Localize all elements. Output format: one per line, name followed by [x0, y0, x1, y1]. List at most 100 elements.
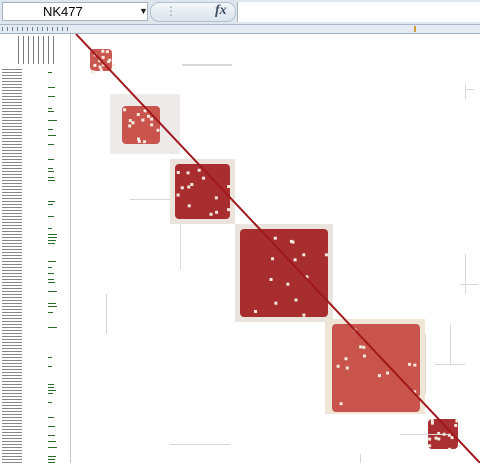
row-label-mark	[48, 456, 56, 457]
row-label-marks	[2, 36, 57, 463]
row-label-mark	[48, 273, 54, 274]
heatmap-canvas	[75, 34, 480, 463]
row-label-line	[2, 189, 22, 190]
row-label-mark	[48, 279, 54, 280]
heatmap-speck	[291, 240, 295, 244]
row-label-line	[2, 183, 22, 184]
row-label-area[interactable]	[0, 34, 71, 463]
row-label-line	[2, 297, 22, 298]
row-label-line	[2, 429, 22, 430]
row-tick-label	[33, 36, 34, 64]
row-label-mark	[48, 204, 53, 205]
row-label-mark	[48, 201, 55, 202]
column-tick	[12, 27, 13, 31]
row-label-line	[2, 267, 22, 268]
heatmap-speck	[434, 436, 438, 440]
row-label-line	[2, 456, 22, 457]
row-label-line	[2, 216, 22, 217]
row-label-mark	[48, 282, 55, 283]
heatmap-speck	[176, 170, 180, 174]
row-label-line	[2, 426, 22, 427]
row-label-line	[2, 384, 22, 385]
row-label-line	[2, 261, 22, 262]
row-label-line	[2, 375, 22, 376]
heatmap-grid[interactable]	[70, 34, 480, 463]
row-label-line	[2, 135, 22, 136]
row-label-line	[2, 354, 22, 355]
column-tick	[27, 27, 28, 31]
column-tick	[62, 27, 63, 31]
heatmap-speck	[324, 253, 328, 257]
heatmap-block-2	[122, 106, 160, 144]
row-label-line	[2, 174, 22, 175]
row-label-mark	[48, 144, 54, 145]
gray-cell-mark	[465, 84, 466, 99]
row-label-line	[2, 312, 22, 313]
heatmap-speck	[187, 185, 191, 189]
fx-icon[interactable]: fx	[215, 3, 227, 18]
row-label-line	[2, 231, 22, 232]
row-label-mark	[48, 171, 54, 172]
row-label-mark	[48, 417, 54, 418]
row-label-mark	[48, 306, 57, 307]
gray-cell-mark	[400, 434, 450, 435]
heatmap-speck	[359, 345, 363, 349]
row-label-line	[2, 90, 22, 91]
heatmap-speck	[137, 137, 141, 141]
row-label-line	[2, 258, 22, 259]
row-label-line	[2, 279, 22, 280]
row-label-mark	[48, 120, 57, 121]
row-label-line	[2, 366, 22, 367]
row-label-line	[2, 204, 22, 205]
row-label-mark	[48, 180, 55, 181]
row-label-line	[2, 177, 22, 178]
heatmap-speck	[273, 236, 277, 240]
row-label-mark	[48, 426, 55, 427]
heatmap-speck	[428, 437, 432, 441]
row-label-line	[2, 201, 22, 202]
heatmap-speck	[437, 437, 441, 441]
row-label-line	[2, 147, 22, 148]
heatmap-speck	[339, 402, 343, 406]
row-label-line	[2, 402, 22, 403]
heatmap-speck	[408, 362, 412, 366]
row-label-line	[2, 393, 22, 394]
row-label-mark	[48, 87, 55, 88]
row-label-line	[2, 363, 22, 364]
column-tick	[42, 27, 43, 31]
row-label-line	[2, 225, 22, 226]
heatmap-speck	[131, 121, 135, 125]
heatmap-speck	[448, 447, 452, 451]
formula-input[interactable]	[237, 2, 480, 22]
heatmap-speck	[187, 204, 191, 208]
row-label-line	[2, 117, 22, 118]
heatmap-speck	[143, 140, 147, 144]
row-label-line	[2, 453, 22, 454]
chevron-down-icon[interactable]: ▼	[139, 6, 148, 16]
name-box[interactable]: NK477 ▼	[2, 2, 148, 21]
heatmap-speck	[286, 282, 290, 286]
column-header[interactable]	[0, 25, 480, 34]
heatmap-speck	[289, 239, 293, 243]
row-tick-label	[18, 36, 19, 64]
row-label-mark	[48, 108, 52, 109]
row-label-line	[2, 237, 22, 238]
row-label-line	[2, 153, 22, 154]
row-label-line	[2, 150, 22, 151]
column-tick	[52, 27, 53, 31]
row-label-line	[2, 321, 22, 322]
row-tick-label	[43, 36, 44, 64]
heatmap-speck	[302, 313, 306, 317]
row-label-line	[2, 303, 22, 304]
row-label-mark	[48, 240, 56, 241]
column-tick	[57, 27, 58, 31]
heatmap-speck	[418, 395, 422, 399]
row-label-mark	[48, 303, 56, 304]
heatmap-speck	[455, 419, 459, 423]
heatmap-speck	[101, 49, 105, 53]
row-label-line	[2, 213, 22, 214]
vertical-dots-icon[interactable]: ⋮	[165, 4, 177, 18]
row-label-line	[2, 408, 22, 409]
row-label-line	[2, 285, 22, 286]
row-label-mark	[48, 237, 57, 238]
